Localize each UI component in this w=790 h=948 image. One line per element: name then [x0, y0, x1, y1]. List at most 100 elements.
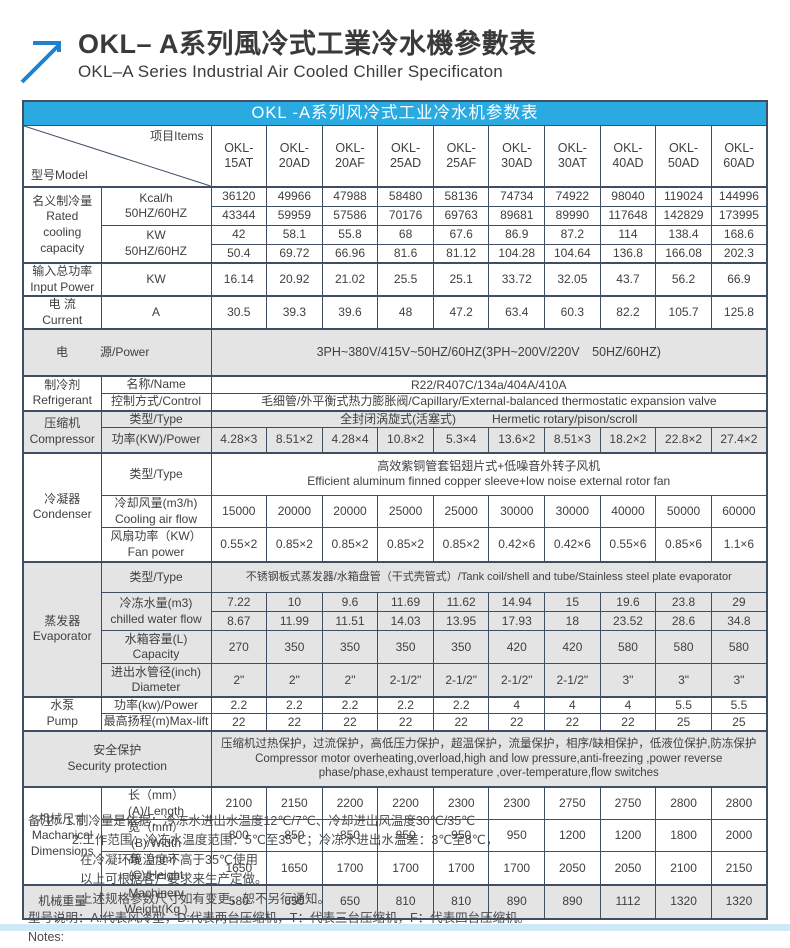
table-row: 最高扬程(m)Max-lift 22 22 22 22 22 22 22 22 25 25 — [23, 713, 768, 732]
value-cell: 25.5 — [377, 261, 434, 297]
value-cell: 20000 — [266, 495, 323, 529]
row-group-label-weight: 机械重量 — [22, 883, 102, 920]
row-group-label-compressor: 压缩机 Compressor — [22, 409, 102, 454]
value-cell: 2.2 — [432, 695, 490, 715]
row-label-ref-control: 控制方式/Control — [100, 392, 212, 412]
table-row: 风扇功率（KW） Fan power 0.55×2 0.85×2 0.85×2 0.8… — [23, 527, 768, 563]
value-cell: 1800 — [655, 819, 712, 853]
value-cell: 60000 — [710, 495, 768, 529]
row-group-label-safety: 安全保护 Security protection — [22, 730, 212, 788]
value-cell: 25000 — [377, 495, 434, 529]
value-cell: 2.2 — [377, 695, 434, 715]
value-cell: 32.05 — [544, 261, 601, 297]
value-cell: 104.64 — [544, 243, 601, 264]
value-cell: 74922 — [544, 186, 601, 207]
row-label-kw: KW 50HZ/60HZ — [100, 224, 212, 264]
value-cell: 34.8 — [710, 611, 768, 632]
row-group-label-current: 电 流 Current — [22, 295, 102, 330]
value-cell: 950 — [488, 819, 546, 853]
value-cell: 4.28×3 — [210, 427, 268, 454]
compressor-type-value: 全封闭涡旋式(活塞式) Hermetic rotary/pison/scroll — [210, 409, 768, 429]
table-row: 安全保护 Security protection 压缩机过热保护，过流保护，高低… — [22, 730, 768, 788]
value-cell: 1700 — [321, 851, 379, 886]
value-cell: 11.99 — [266, 611, 323, 632]
value-cell: 3" — [655, 663, 712, 698]
value-cell: 58.1 — [266, 224, 323, 245]
row-label-max-lift: 最高扬程(m)Max-lift — [100, 713, 212, 732]
value-cell: 66.9 — [710, 261, 768, 297]
value-cell: 19.6 — [599, 592, 657, 613]
value-cell: 420 — [488, 630, 546, 665]
row-label-weight-unit: Machinery Weight(Kg ) — [100, 883, 212, 920]
value-cell: 50.4 — [210, 243, 268, 264]
value-cell: 850 — [266, 819, 323, 853]
value-cell: 22 — [488, 713, 546, 732]
row-label-kw-unit: KW — [100, 261, 212, 297]
value-cell: 66.96 — [321, 243, 379, 264]
value-cell: 25 — [710, 713, 768, 732]
value-cell: 14.94 — [488, 592, 546, 613]
table-row: 名义制冷量 Rated cooling capacity Kcal/h 50HZ… — [22, 186, 768, 264]
value-cell: 0.55×6 — [599, 527, 657, 563]
value-cell: 50000 — [655, 495, 712, 529]
value-cell: 2" — [210, 663, 268, 698]
value-cell: 0.42×6 — [544, 527, 601, 563]
value-cell: 5.5 — [655, 695, 712, 715]
value-cell: 28.6 — [655, 611, 712, 632]
value-cell: 119024 — [655, 186, 712, 207]
value-cell: 69763 — [432, 205, 490, 226]
spec-table: OKL -A系列风冷式工业冷水机参数表 型号Model 项目Items OKL-… — [22, 100, 768, 920]
row-label-fan-power: 风扇功率（KW） Fan power — [100, 527, 212, 563]
table-row: 水箱容量(L) Capacity 270 350 350 350 350 420 420 58… — [23, 630, 768, 665]
value-cell: 15 — [544, 592, 601, 613]
value-cell: 15000 — [210, 495, 268, 529]
table-row: 压缩机 Compressor 类型/Type 全封闭涡旋式(活塞式) Herme… — [22, 409, 768, 454]
note-line: 在冷凝环境温度不高于35℃使用 — [80, 852, 258, 867]
value-cell: 1700 — [432, 851, 490, 886]
value-cell: 117648 — [599, 205, 657, 226]
value-cell: 144996 — [710, 186, 768, 207]
value-cell: 22 — [377, 713, 434, 732]
value-cell: 22 — [599, 713, 657, 732]
table-row: 机械尺寸 Machanical Dimensions 长（mm）(A)/Leng… — [22, 786, 768, 886]
row-group-label-pump: 水泵 Pump — [22, 695, 102, 732]
row-label-ref-name: 名称/Name — [100, 375, 212, 394]
row-label-pump-power: 功率(kw)/Power — [100, 695, 212, 715]
table-caption: OKL -A系列风冷式工业冷水机参数表 — [22, 100, 768, 126]
value-cell: 104.28 — [488, 243, 546, 264]
notes-block: 备注：1.制冷量是依据：冷冻水进出水温度12℃/7℃、冷却进出风温度30℃/35… — [28, 812, 768, 948]
value-cell: 47.2 — [432, 295, 490, 330]
corner-items-label: 项目Items — [150, 129, 204, 143]
value-cell: 81.12 — [432, 243, 490, 264]
value-cell: 350 — [377, 630, 434, 665]
value-cell: 81.6 — [377, 243, 434, 264]
value-cell: 166.08 — [655, 243, 712, 264]
value-cell: 890 — [488, 883, 546, 920]
value-cell: 4 — [544, 695, 601, 715]
value-cell: 58136 — [432, 186, 490, 207]
model-header-cell: OKL- 30AD — [488, 125, 546, 188]
value-cell: 890 — [544, 883, 601, 920]
value-cell: 2-1/2" — [377, 663, 434, 698]
row-label-width: 宽（mm）(B)/Width — [100, 819, 212, 853]
value-cell: 87.2 — [544, 224, 601, 245]
value-cell: 350 — [321, 630, 379, 665]
value-cell: 1320 — [710, 883, 768, 920]
value-cell: 4 — [488, 695, 546, 715]
value-cell: 57586 — [321, 205, 379, 226]
value-cell: 20.92 — [266, 261, 323, 297]
value-cell: 3" — [599, 663, 657, 698]
value-cell: 25.1 — [432, 261, 490, 297]
table-caption-row: OKL -A系列风冷式工业冷水机参数表 — [22, 100, 768, 126]
table-row: 蒸发器 Evaporator 类型/Type 不锈钢板式蒸发器/水箱盘管（干式壳… — [22, 560, 768, 698]
table-row: 8.67 11.99 11.51 14.03 13.95 17.93 18 23.52 28.6… — [23, 611, 768, 632]
row-group-label-rated: 名义制冷量 Rated cooling capacity — [22, 186, 102, 264]
value-cell: 950 — [432, 819, 490, 853]
value-cell: 2050 — [544, 851, 601, 886]
value-cell: 142829 — [655, 205, 712, 226]
table-row: 电 流 Current A 30.5 39.3 39.6 48 47.2 63.4 60.3… — [22, 295, 768, 330]
row-label-cond-type: 类型/Type — [100, 451, 212, 497]
table-row: 电 源/Power 3PH~380V/415V~50HZ/60HZ(3PH~200… — [22, 328, 768, 377]
value-cell: 350 — [432, 630, 490, 665]
value-cell: 68 — [377, 224, 434, 245]
